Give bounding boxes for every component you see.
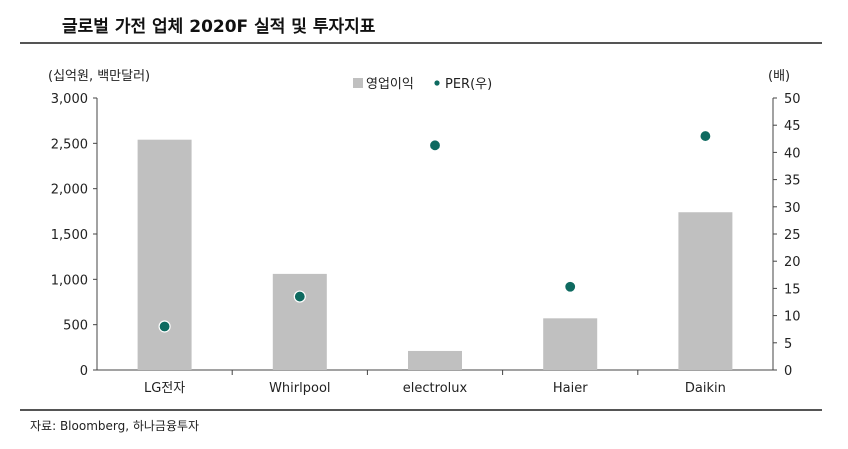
source-note: 자료: Bloomberg, 하나금융투자 — [30, 419, 200, 433]
legend-bar-swatch — [353, 78, 363, 88]
legend-dot-label: PER(우) — [445, 77, 492, 92]
right-axis-label: (배) — [768, 69, 790, 84]
right-tick-label: 45 — [784, 119, 801, 134]
x-tick-label: LG전자 — [144, 381, 185, 396]
x-tick-label: Haier — [553, 381, 588, 396]
right-tick-label: 0 — [784, 364, 792, 379]
right-tick-label: 20 — [784, 255, 801, 270]
per-dot — [428, 139, 442, 152]
right-tick-label: 5 — [784, 337, 792, 352]
right-tick-label: 30 — [784, 201, 801, 216]
right-tick-label: 15 — [784, 282, 801, 297]
left-tick-label: 3,000 — [51, 92, 88, 107]
page-title: 글로벌 가전 업체 2020F 실적 및 투자지표 — [62, 17, 376, 37]
right-tick-label: 25 — [784, 228, 801, 243]
left-tick-label: 1,500 — [51, 228, 88, 243]
legend-bar-label: 영업이익 — [366, 77, 414, 92]
x-tick-label: Daikin — [685, 381, 726, 396]
left-axis-label: (십억원, 백만달러) — [48, 69, 150, 84]
bar-operating-profit — [543, 318, 598, 370]
right-tick-label: 50 — [784, 92, 801, 107]
per-dot — [158, 320, 171, 333]
right-tick-label: 10 — [784, 310, 801, 325]
left-tick-label: 500 — [63, 319, 88, 334]
per-dot — [564, 280, 577, 293]
top-divider — [20, 42, 822, 44]
per-dot — [699, 129, 712, 143]
bar-operating-profit — [408, 350, 462, 370]
legend: 영업이익 PER(우) — [353, 77, 492, 92]
x-tick-label: Whirlpool — [269, 381, 330, 396]
right-tick-label: 35 — [784, 174, 801, 189]
bottom-divider — [20, 409, 822, 411]
left-tick-label: 2,500 — [51, 137, 88, 152]
left-tick-label: 2,000 — [51, 183, 88, 198]
bar-operating-profit — [137, 139, 192, 370]
left-tick-label: 1,000 — [51, 273, 88, 288]
legend-dot-swatch — [434, 80, 440, 86]
bar-operating-profit — [678, 212, 733, 370]
right-tick-label: 40 — [784, 146, 801, 161]
left-tick-label: 0 — [80, 364, 88, 379]
bar-operating-profit — [272, 273, 327, 370]
per-dot — [293, 290, 306, 303]
x-tick-label: electrolux — [403, 381, 468, 396]
